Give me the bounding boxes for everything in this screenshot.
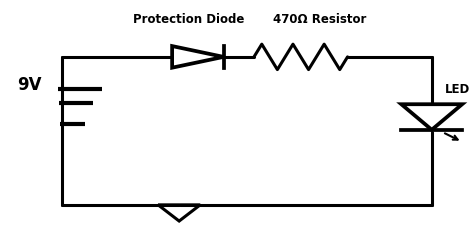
Text: 9V: 9V xyxy=(17,76,42,94)
Text: LED: LED xyxy=(445,83,470,96)
Text: 470Ω Resistor: 470Ω Resistor xyxy=(273,13,366,26)
Text: Protection Diode: Protection Diode xyxy=(133,13,244,26)
